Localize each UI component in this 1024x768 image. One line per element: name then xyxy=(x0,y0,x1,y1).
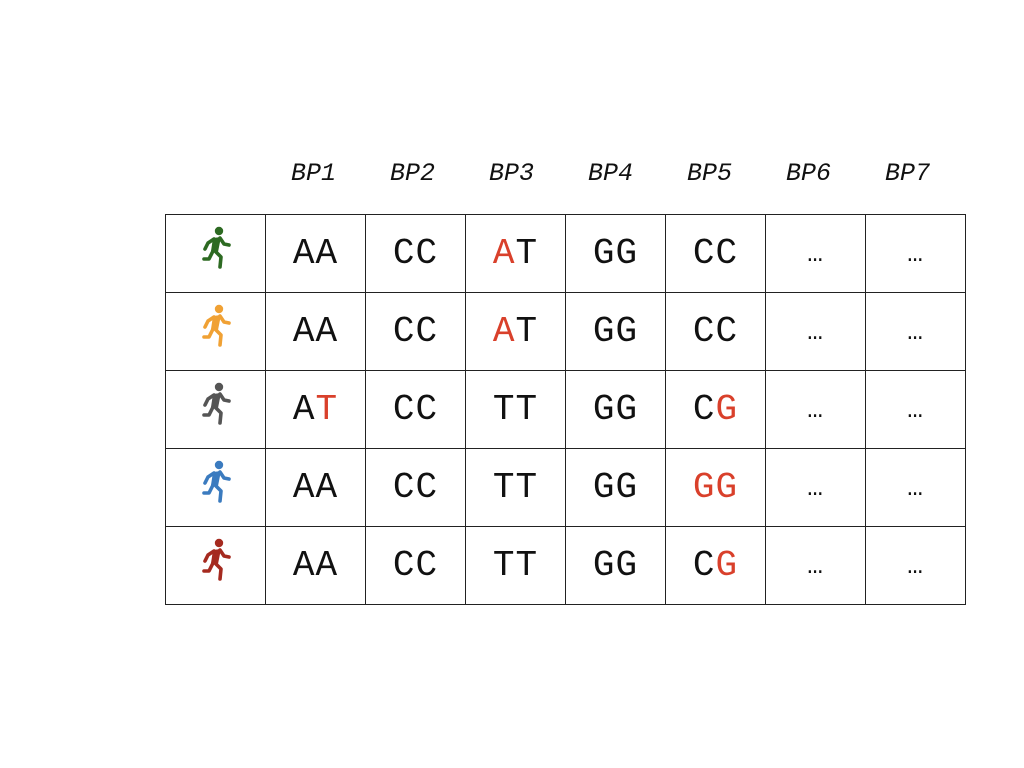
genotype-cell-bp6: … xyxy=(765,370,866,449)
allele: … xyxy=(907,238,924,269)
runner-icon xyxy=(200,382,232,426)
allele: … xyxy=(807,472,824,503)
allele-variant: T xyxy=(315,389,339,430)
allele: CC xyxy=(392,311,439,352)
genotype-cell-bp5: CG xyxy=(665,370,766,449)
allele: CC xyxy=(392,467,439,508)
genotype-cell-bp4: GG xyxy=(565,214,666,293)
allele: GG xyxy=(592,311,639,352)
runner-icon-cell xyxy=(165,370,266,449)
allele: AA xyxy=(292,467,339,508)
genotype-cell-bp2: CC xyxy=(365,448,466,527)
allele-variant: GG xyxy=(692,467,739,508)
column-header-bp4: BP4 xyxy=(587,159,633,188)
allele: AA xyxy=(292,311,339,352)
table-row: AA CC AT GG CC … … xyxy=(165,214,966,293)
genotype-cell-bp7: … xyxy=(865,214,966,293)
genotype-cell-bp6: … xyxy=(765,526,866,605)
allele: CC xyxy=(392,389,439,430)
allele: T xyxy=(515,311,539,352)
genotype-cell-bp5: CC xyxy=(665,214,766,293)
allele: … xyxy=(807,550,824,581)
genotype-cell-bp3: AT xyxy=(465,292,566,371)
allele: TT xyxy=(492,467,539,508)
runner-icon xyxy=(200,304,232,348)
runner-icon xyxy=(200,460,232,504)
allele: GG xyxy=(592,545,639,586)
genotype-cell-bp1: AA xyxy=(265,292,366,371)
allele: AA xyxy=(292,233,339,274)
genotype-cell-bp2: CC xyxy=(365,214,466,293)
allele: C xyxy=(692,545,716,586)
allele: … xyxy=(907,550,924,581)
allele: C xyxy=(692,389,716,430)
genotype-cell-bp7: … xyxy=(865,370,966,449)
genotype-cell-bp2: CC xyxy=(365,526,466,605)
genotype-cell-bp3: TT xyxy=(465,370,566,449)
runner-icon-cell xyxy=(165,292,266,371)
genotype-cell-bp3: TT xyxy=(465,448,566,527)
allele: … xyxy=(807,316,824,347)
allele: T xyxy=(515,233,539,274)
genotype-cell-bp4: GG xyxy=(565,448,666,527)
allele: … xyxy=(807,238,824,269)
allele: GG xyxy=(592,389,639,430)
genotype-cell-bp6: … xyxy=(765,292,866,371)
table-row: AA CC TT GG CG … … xyxy=(165,526,966,605)
genotype-cell-bp7: … xyxy=(865,526,966,605)
runner-icon xyxy=(200,226,232,270)
column-header-bp5: BP5 xyxy=(686,159,732,188)
allele: AA xyxy=(292,545,339,586)
allele-variant: A xyxy=(492,311,516,352)
allele: … xyxy=(907,472,924,503)
table-row: AA CC TT GG GG … … xyxy=(165,448,966,527)
allele: … xyxy=(807,394,824,425)
genotype-cell-bp1: AA xyxy=(265,526,366,605)
runner-icon-cell xyxy=(165,448,266,527)
column-header-bp1: BP1 xyxy=(290,159,336,188)
allele: CC xyxy=(392,233,439,274)
allele: TT xyxy=(492,389,539,430)
runner-icon xyxy=(200,538,232,582)
genotype-cell-bp1: AT xyxy=(265,370,366,449)
genotype-cell-bp1: AA xyxy=(265,448,366,527)
table-row: AA CC AT GG CC … … xyxy=(165,292,966,371)
allele: GG xyxy=(592,467,639,508)
genotype-table: AA CC AT GG CC…… AA CC AT GG CC…… AT CC TT GG CG…… AA CC… xyxy=(165,214,966,605)
genotype-cell-bp5: GG xyxy=(665,448,766,527)
allele: GG xyxy=(592,233,639,274)
column-header-bp6: BP6 xyxy=(785,159,831,188)
allele: A xyxy=(292,389,316,430)
allele: … xyxy=(907,394,924,425)
allele-variant: A xyxy=(492,233,516,274)
genotype-cell-bp3: AT xyxy=(465,214,566,293)
genotype-cell-bp7: … xyxy=(865,448,966,527)
genotype-cell-bp4: GG xyxy=(565,526,666,605)
genotype-table-body: AA CC AT GG CC…… AA CC AT GG CC…… AT CC TT GG CG…… AA CC… xyxy=(165,214,966,605)
runner-icon-cell xyxy=(165,214,266,293)
allele: CC xyxy=(392,545,439,586)
genotype-cell-bp2: CC xyxy=(365,292,466,371)
column-header-bp2: BP2 xyxy=(389,159,435,188)
allele: CC xyxy=(692,233,739,274)
genotype-cell-bp2: CC xyxy=(365,370,466,449)
allele: … xyxy=(907,316,924,347)
runner-icon-cell xyxy=(165,526,266,605)
genotype-cell-bp6: … xyxy=(765,214,866,293)
genotype-cell-bp5: CG xyxy=(665,526,766,605)
genotype-cell-bp7: … xyxy=(865,292,966,371)
allele: CC xyxy=(692,311,739,352)
genotype-cell-bp1: AA xyxy=(265,214,366,293)
allele-variant: G xyxy=(715,389,739,430)
allele: TT xyxy=(492,545,539,586)
column-header-bp3: BP3 xyxy=(488,159,534,188)
genotype-cell-bp4: GG xyxy=(565,370,666,449)
genotype-cell-bp4: GG xyxy=(565,292,666,371)
genotype-cell-bp6: … xyxy=(765,448,866,527)
allele-variant: G xyxy=(715,545,739,586)
table-row: AT CC TT GG CG … … xyxy=(165,370,966,449)
genotype-cell-bp5: CC xyxy=(665,292,766,371)
column-header-bp7: BP7 xyxy=(884,159,930,188)
genotype-cell-bp3: TT xyxy=(465,526,566,605)
